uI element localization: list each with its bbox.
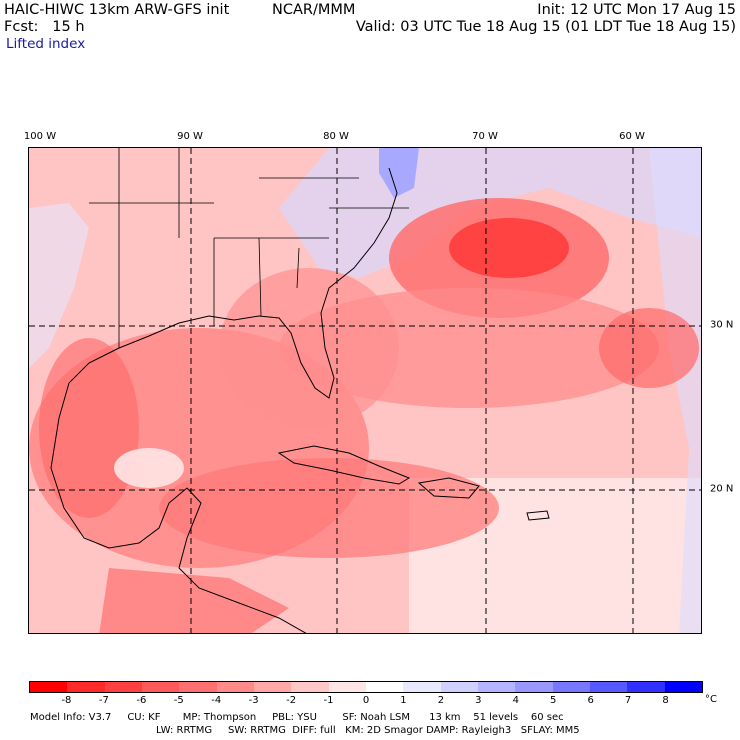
colorbar-tick: -2 [286, 695, 297, 706]
colorbar-cell [104, 682, 142, 692]
colorbar-cell [253, 682, 292, 692]
colorbar-cell [403, 682, 441, 692]
stable-region-east-edge [649, 148, 701, 633]
lon-label-90w: 90 W [177, 131, 203, 142]
lon-label-60w: 60 W [619, 131, 645, 142]
colorbar-tick: 5 [550, 695, 557, 706]
lon-label-70w: 70 W [472, 131, 498, 142]
colorbar-tick: 4 [512, 695, 519, 706]
colorbar-tick: -4 [211, 695, 222, 706]
lon-label-80w: 80 W [323, 131, 349, 142]
colorbar-tick: 8 [662, 695, 669, 706]
lifted-index-map [28, 147, 702, 634]
colorbar-cell [328, 682, 366, 692]
model-title: HAIC-HIWC 13km ARW-GFS init [4, 2, 230, 18]
stable-region-mexico [29, 203, 89, 368]
lat-label-30n: 30 N [710, 319, 734, 331]
colorbar-cell [141, 682, 180, 692]
colorbar-tick: -5 [173, 695, 184, 706]
colorbar-tick: 1 [400, 695, 407, 706]
us-state-borders [89, 148, 409, 348]
lifted-index-colorbar [29, 681, 703, 693]
colorbar-cell [179, 682, 217, 692]
unstable-florida [219, 268, 399, 428]
model-info-line2: LW: RRTMG SW: RRTMG DIFF: full KM: 2D Sm… [156, 725, 580, 736]
colorbar-tick: 7 [624, 695, 632, 706]
colorbar-cell [216, 682, 254, 692]
unstable-east [599, 308, 699, 388]
colorbar-tick: 0 [362, 695, 370, 706]
colorbar-unit: °C [705, 694, 717, 705]
colorbar-cell [291, 682, 329, 692]
colorbar-cell [627, 682, 665, 692]
colorbar-cell [589, 682, 628, 692]
colorbar-cell [440, 682, 478, 692]
puerto-rico-outline [526, 510, 550, 521]
field-name: Lifted index [6, 36, 86, 52]
colorbar-cell [365, 682, 404, 692]
mexico-coastline [50, 382, 307, 633]
init-time: Init: 12 UTC Mon 17 Aug 15 [537, 2, 736, 18]
forecast-hour: Fcst: 15 h [4, 19, 85, 35]
colorbar-tick: -6 [136, 695, 147, 706]
colorbar-cell [552, 682, 590, 692]
colorbar-cell [664, 682, 702, 692]
colorbar-tick: 6 [587, 695, 594, 706]
stable-region-chesapeake [379, 148, 419, 198]
hispaniola-outline [417, 477, 480, 499]
colorbar-cell [515, 682, 553, 692]
valid-time: Valid: 03 UTC Tue 18 Aug 15 (01 LDT Tue … [355, 19, 736, 35]
colorbar-cell [477, 682, 516, 692]
unstable-west-gulf [39, 338, 139, 518]
colorbar-tick: -7 [98, 695, 109, 706]
lat-label-20n: 20 N [710, 483, 734, 495]
unstable-central-america [99, 568, 289, 633]
cuba-outline [277, 445, 411, 485]
colorbar-tick: -1 [323, 695, 334, 706]
unstable-caribbean [159, 458, 499, 558]
colorbar-cell [30, 682, 68, 692]
neutral-gulf-patch [114, 448, 184, 488]
model-info-line1: Model Info: V3.7 CU: KF MP: Thompson PBL… [30, 712, 564, 723]
colorbar-cell [67, 682, 105, 692]
colorbar-tick: 3 [475, 695, 482, 706]
colorbar-tick: -3 [248, 695, 259, 706]
colorbar-tick: -8 [61, 695, 72, 706]
unstable-max-atlantic [449, 218, 569, 278]
colorbar-tick: 2 [437, 695, 445, 706]
org-label: NCAR/MMM [272, 2, 356, 18]
us-east-coastline [68, 167, 398, 399]
lon-label-100w: 100 W [23, 131, 57, 142]
